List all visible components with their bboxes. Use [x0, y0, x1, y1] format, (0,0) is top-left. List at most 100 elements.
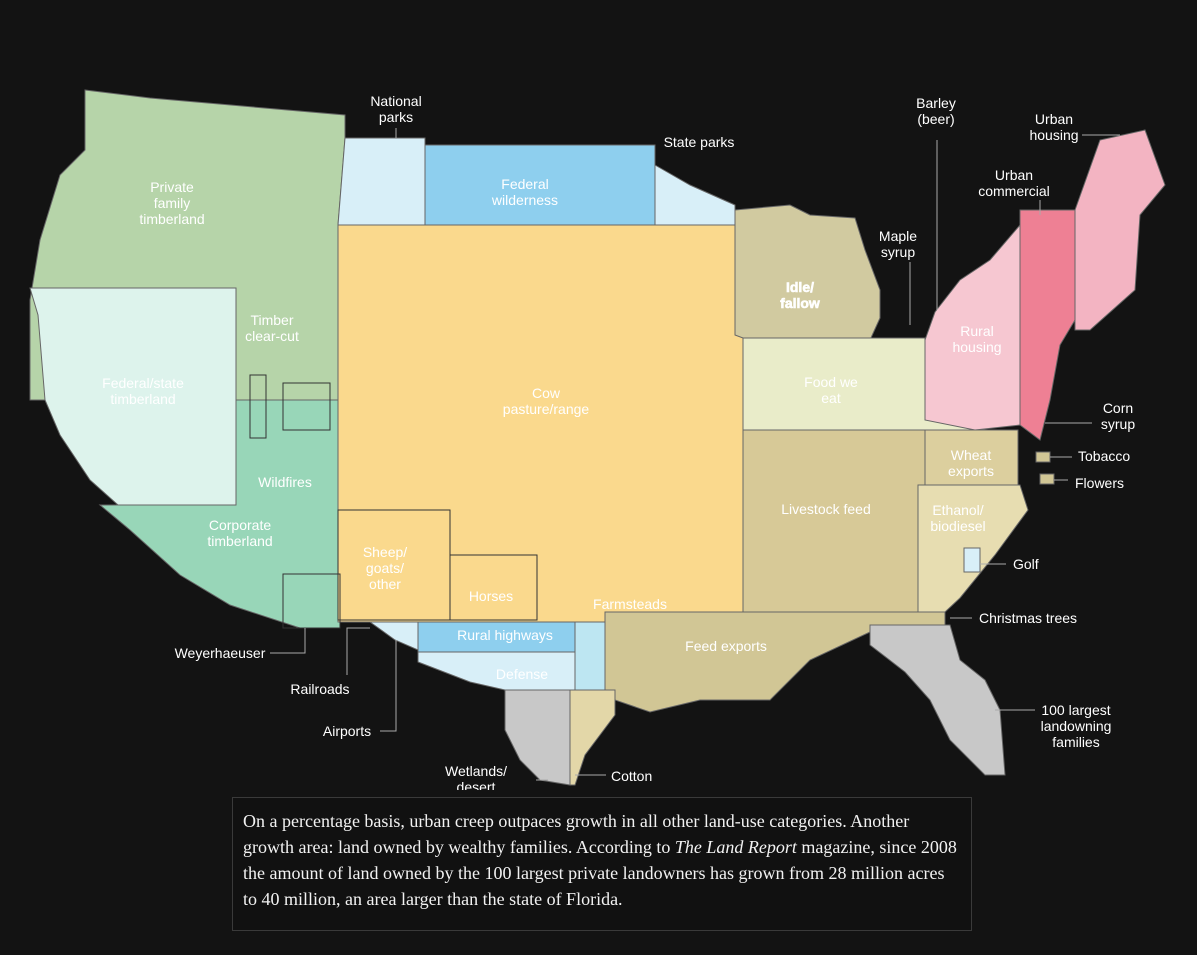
- region-label: Cotton: [611, 768, 652, 784]
- region-label: Barley (beer): [916, 95, 956, 127]
- label-line: Feed exports: [685, 638, 767, 654]
- region-label: Defense: [496, 666, 548, 682]
- label-line: Defense: [496, 666, 548, 682]
- label-line: Wheat: [951, 447, 992, 463]
- largest-families: [869, 624, 1006, 776]
- region-label: Timber clear-cut: [245, 312, 299, 344]
- label-line: Wildfires: [258, 474, 312, 490]
- national-parks: [337, 137, 426, 226]
- label-line: Rural highways: [457, 627, 553, 643]
- region-label: Tobacco: [1078, 448, 1130, 464]
- label-line: Cow: [532, 385, 561, 401]
- label-line: exports: [948, 463, 994, 479]
- label-line: Maple: [879, 228, 917, 244]
- label-line: eat: [821, 390, 841, 406]
- horses-box: [449, 554, 538, 621]
- region-label: Ethanol/biodiesel: [930, 502, 985, 534]
- label-line: timberland: [207, 533, 272, 549]
- label-line: family: [154, 195, 191, 211]
- region-label: Wheat exports: [948, 447, 994, 479]
- label-line: clear-cut: [245, 328, 299, 344]
- region-label: Livestock feed: [781, 501, 871, 517]
- region-label: National parks: [370, 93, 421, 125]
- label-line: landowning: [1041, 718, 1112, 734]
- caption-text: On a percentage basis, urban creep outpa…: [243, 811, 910, 857]
- label-line: goats/: [366, 560, 404, 576]
- label-line: Federal: [501, 176, 548, 192]
- region-label: Airports: [323, 723, 371, 739]
- region-label: Christmas trees: [979, 610, 1077, 626]
- label-line: pasture/range: [503, 401, 590, 417]
- region-label: Rural highways: [457, 627, 553, 643]
- region-label: Feed exports: [685, 638, 767, 654]
- label-line: Urban: [1035, 111, 1073, 127]
- label-line: timberland: [139, 211, 204, 227]
- caption: On a percentage basis, urban creep outpa…: [232, 797, 972, 931]
- leader: [380, 640, 397, 732]
- label-line: fallow: [780, 295, 820, 311]
- label-line: Food we: [804, 374, 858, 390]
- region-label: Weyerhaeuser: [175, 645, 266, 661]
- label-line: other: [369, 576, 401, 592]
- caption-text: magazine, since 2008 the amount of land …: [243, 837, 957, 909]
- label-line: timberland: [110, 391, 175, 407]
- urban-housing: [1074, 129, 1166, 331]
- region-label: Farmsteads: [593, 596, 667, 612]
- region-label: Corn syrup: [1101, 400, 1135, 432]
- region-label: Federal wilderness: [491, 176, 558, 208]
- label-line: Urban: [995, 167, 1033, 183]
- state-parks: [654, 164, 736, 226]
- label-line: Ethanol/: [932, 502, 983, 518]
- label-line: wilderness: [491, 192, 558, 208]
- region-label: Railroads: [290, 681, 349, 697]
- region-label: Maple syrup: [879, 228, 917, 260]
- regions: [29, 89, 1166, 786]
- region-label: Rural housing: [952, 323, 1001, 355]
- label-line: Tobacco: [1078, 448, 1130, 464]
- label-line: parks: [379, 109, 413, 125]
- region-label: Corporate timberland: [207, 517, 272, 549]
- region-label: Idle/fallow: [780, 279, 820, 311]
- label-line: Cotton: [611, 768, 652, 784]
- golf: [963, 547, 981, 573]
- idle-fallow: [734, 204, 881, 341]
- label-line: Sheep/: [363, 544, 407, 560]
- label-line: syrup: [881, 244, 915, 260]
- label-line: Corporate: [209, 517, 271, 533]
- weyerhaeuser-box: [282, 573, 341, 629]
- region-label: 100 largest landowning families: [1041, 702, 1112, 750]
- railroads: [368, 621, 419, 651]
- label-line: 100 largest: [1041, 702, 1110, 718]
- label-line: Golf: [1013, 556, 1039, 572]
- label-line: Private: [150, 179, 194, 195]
- leader: [270, 628, 306, 654]
- label-line: State parks: [664, 134, 735, 150]
- region-label: Wetlands/desert: [445, 763, 507, 790]
- label-line: Corn: [1103, 400, 1133, 416]
- label-line: Horses: [469, 588, 513, 604]
- tobacco-patch: [1035, 451, 1051, 463]
- label-line: Barley: [916, 95, 956, 111]
- wetlands: [504, 689, 571, 786]
- region-label: Golf: [1013, 556, 1039, 572]
- region-label: Food we eat: [804, 374, 858, 406]
- region-label: Urban housing: [1029, 111, 1078, 143]
- cotton: [569, 689, 616, 786]
- label-line: families: [1052, 734, 1099, 750]
- label-line: (beer): [917, 111, 954, 127]
- wildfires-box: [282, 382, 331, 431]
- label-line: biodiesel: [930, 518, 985, 534]
- region-label: Cow pasture/range: [503, 385, 590, 417]
- label-line: National: [370, 93, 421, 109]
- region-label: Wildfires: [258, 474, 312, 490]
- leader: [346, 627, 370, 675]
- labels: National parks Federal wilderness State park…: [102, 93, 1135, 790]
- region-label: Sheep/goats/other: [363, 544, 407, 592]
- label-line: Wetlands/: [445, 763, 507, 779]
- label-line: Farmsteads: [593, 596, 667, 612]
- airports: [574, 621, 606, 691]
- label-line: Railroads: [290, 681, 349, 697]
- label-line: Christmas trees: [979, 610, 1077, 626]
- label-line: housing: [1029, 127, 1078, 143]
- label-line: commercial: [978, 183, 1050, 199]
